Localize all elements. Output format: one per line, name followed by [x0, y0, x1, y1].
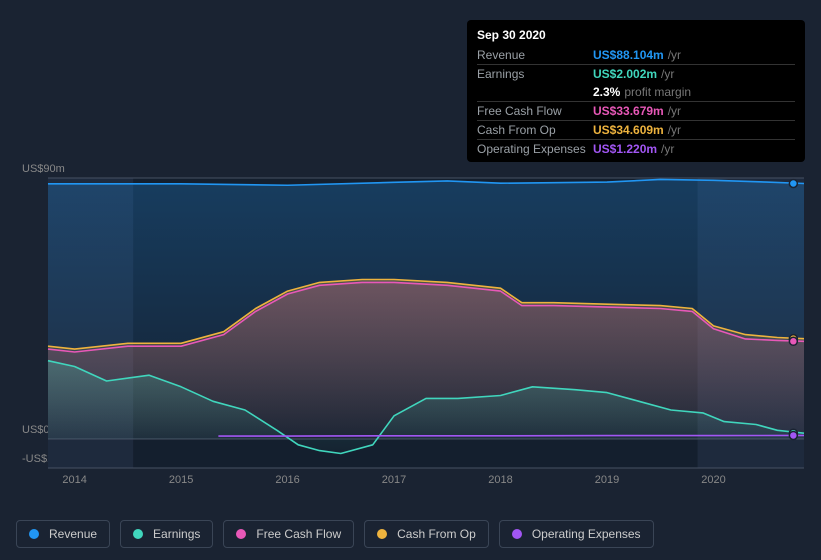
- legend-swatch: [236, 529, 246, 539]
- tooltip-value: US$88.104m: [593, 48, 664, 62]
- legend-item-cash-from-op[interactable]: Cash From Op: [364, 520, 489, 548]
- tooltip-row: Operating ExpensesUS$1.220m/yr: [477, 139, 795, 158]
- tooltip-value: US$1.220m: [593, 142, 657, 156]
- chart-area[interactable]: US$90mUS$0-US$10m 2014201520162017201820…: [0, 150, 821, 500]
- x-axis-label: 2014: [62, 474, 86, 486]
- legend-swatch: [133, 529, 143, 539]
- tooltip-row: EarningsUS$2.002m/yr: [477, 64, 795, 83]
- legend-swatch: [29, 529, 39, 539]
- legend-item-revenue[interactable]: Revenue: [16, 520, 110, 548]
- chart-legend: Revenue Earnings Free Cash Flow Cash From O…: [16, 520, 654, 548]
- x-axis-label: 2015: [169, 474, 193, 486]
- legend-label: Revenue: [49, 527, 97, 541]
- tooltip-unit: /yr: [668, 104, 681, 118]
- legend-swatch: [377, 529, 387, 539]
- tooltip-unit: /yr: [668, 123, 681, 137]
- chart-tooltip: Sep 30 2020 RevenueUS$88.104m/yrEarnings…: [467, 20, 805, 162]
- legend-swatch: [512, 529, 522, 539]
- legend-item-free-cash-flow[interactable]: Free Cash Flow: [223, 520, 354, 548]
- tooltip-value: US$33.679m: [593, 104, 664, 118]
- tooltip-value: US$2.002m: [593, 67, 657, 81]
- legend-label: Operating Expenses: [532, 527, 641, 541]
- tooltip-date: Sep 30 2020: [477, 26, 795, 46]
- x-axis-label: 2016: [275, 474, 299, 486]
- x-axis-label: 2017: [382, 474, 406, 486]
- legend-item-operating-expenses[interactable]: Operating Expenses: [499, 520, 654, 548]
- tooltip-unit: /yr: [661, 142, 674, 156]
- tooltip-label: Operating Expenses: [477, 142, 593, 156]
- legend-item-earnings[interactable]: Earnings: [120, 520, 213, 548]
- legend-label: Free Cash Flow: [256, 527, 341, 541]
- tooltip-unit: /yr: [668, 48, 681, 62]
- tooltip-unit: /yr: [661, 67, 674, 81]
- tooltip-row: Free Cash FlowUS$33.679m/yr: [477, 101, 795, 120]
- x-axis-label: 2019: [595, 474, 619, 486]
- tooltip-row: Cash From OpUS$34.609m/yr: [477, 120, 795, 139]
- area-chart-svg: [0, 150, 821, 500]
- tooltip-pct-label: profit margin: [624, 85, 691, 99]
- x-axis-label: 2020: [701, 474, 725, 486]
- tooltip-row: 2.3% profit margin: [477, 83, 795, 101]
- tooltip-label: Revenue: [477, 48, 593, 62]
- tooltip-value: US$34.609m: [593, 123, 664, 137]
- tooltip-label: Cash From Op: [477, 123, 593, 137]
- tooltip-row: RevenueUS$88.104m/yr: [477, 46, 795, 64]
- tooltip-label: Earnings: [477, 67, 593, 81]
- tooltip-label: Free Cash Flow: [477, 104, 593, 118]
- tooltip-pct: 2.3%: [593, 85, 620, 99]
- x-axis-label: 2018: [488, 474, 512, 486]
- legend-label: Earnings: [153, 527, 200, 541]
- legend-label: Cash From Op: [397, 527, 476, 541]
